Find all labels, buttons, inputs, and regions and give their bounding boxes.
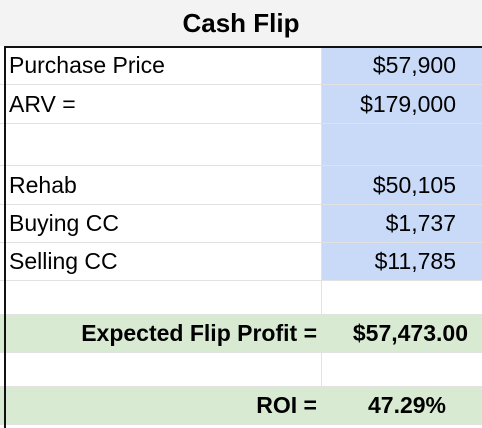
empty-cell[interactable]	[0, 281, 321, 314]
label-cell[interactable]: Selling CC	[9, 248, 118, 274]
row-purchase-price: Purchase Price $57,900	[0, 46, 482, 85]
sheet-title[interactable]: Cash Flip	[182, 7, 300, 38]
roi-label[interactable]: ROI =	[256, 392, 317, 418]
row-empty	[0, 353, 482, 387]
empty-cell[interactable]	[0, 353, 321, 386]
row-rehab: Rehab $50,105	[0, 166, 482, 205]
title-row: Cash Flip	[0, 0, 482, 46]
row-expected-profit: Expected Flip Profit = $57,473.00	[0, 315, 482, 353]
roi-value[interactable]: 47.29%	[321, 387, 482, 424]
label-cell[interactable]: Rehab	[9, 171, 77, 198]
value-cell[interactable]: $11,785	[321, 243, 482, 280]
row-blank	[0, 124, 482, 166]
value-cell[interactable]: $179,000	[321, 85, 482, 123]
row-roi: ROI = 47.29%	[0, 387, 482, 425]
label-cell[interactable]: Purchase Price	[9, 51, 165, 78]
row-empty	[0, 281, 482, 315]
label-cell[interactable]	[0, 124, 321, 165]
label-cell[interactable]: Buying CC	[9, 210, 119, 236]
value-cell[interactable]: $1,737	[321, 205, 482, 242]
empty-cell[interactable]	[321, 353, 482, 386]
row-arv: ARV = $179,000	[0, 85, 482, 124]
row-selling-cc: Selling CC $11,785	[0, 243, 482, 281]
value-cell[interactable]	[321, 124, 482, 165]
row-buying-cc: Buying CC $1,737	[0, 205, 482, 243]
value-cell[interactable]: $50,105	[321, 166, 482, 204]
value-cell[interactable]: $57,900	[321, 46, 482, 84]
label-cell[interactable]: ARV =	[9, 90, 76, 117]
profit-label[interactable]: Expected Flip Profit =	[81, 320, 317, 346]
empty-cell[interactable]	[321, 281, 482, 314]
profit-value[interactable]: $57,473.00	[321, 315, 482, 352]
